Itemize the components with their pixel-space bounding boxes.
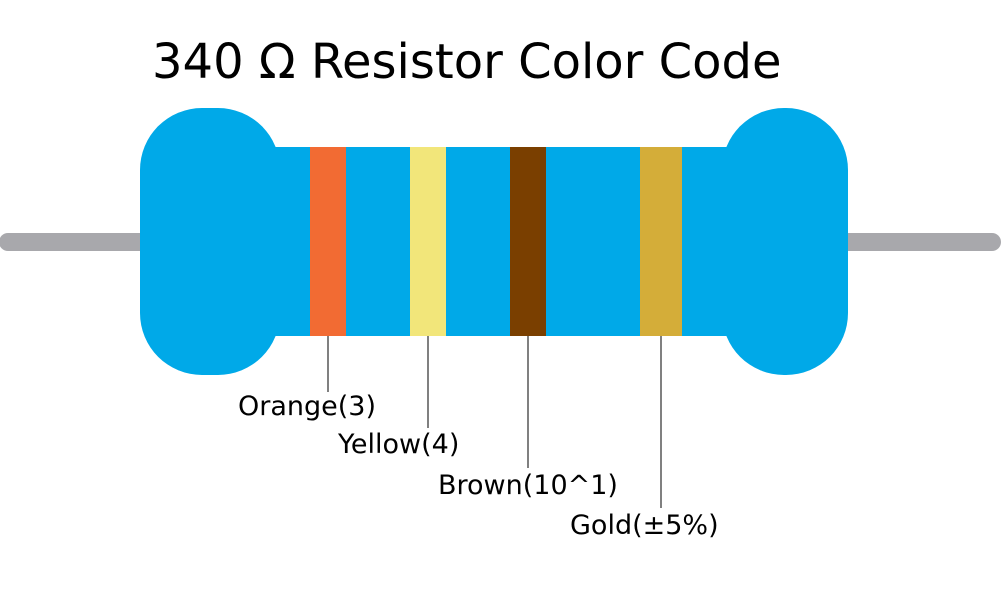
- band-yellow: [410, 147, 446, 336]
- diagram-title: 340 Ω Resistor Color Code: [152, 34, 782, 90]
- band-label-yellow: Yellow(4): [337, 429, 459, 460]
- band-brown: [510, 147, 546, 336]
- band-gold: [640, 147, 682, 336]
- band-orange: [310, 147, 346, 336]
- resistor-body: [140, 108, 848, 375]
- band-label-gold: Gold(±5%): [570, 510, 719, 541]
- band-label-brown: Brown(10^1): [438, 470, 618, 501]
- band-label-orange: Orange(3): [238, 391, 376, 422]
